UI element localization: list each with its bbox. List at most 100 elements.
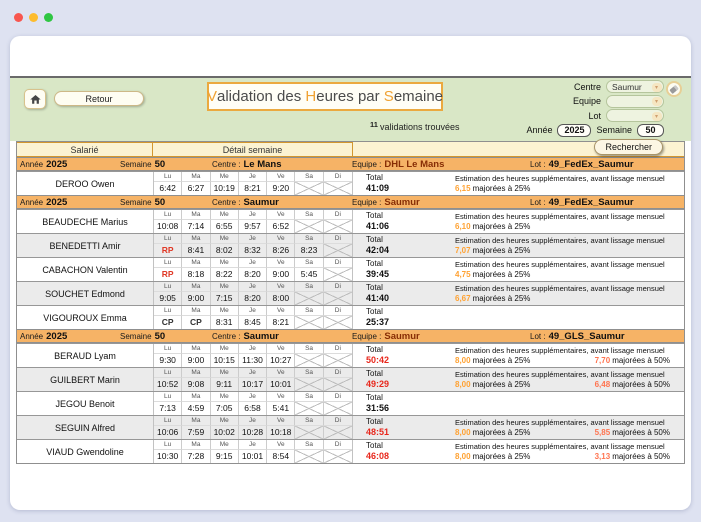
estimation-text: Estimation des heures supplémentaires, a…	[455, 259, 665, 269]
table-row: VIAUD Gwendoline Lu Ma Me Je Ve Sa Di 10:30 7:28 9…	[17, 439, 684, 463]
group-lot-value: 49_FedEx_Saumur	[548, 158, 634, 170]
day-value: 7:14	[182, 219, 211, 233]
table-row: BEAUDECHE Marius Lu Ma Me Je Ve Sa Di 10:08 7:14 6…	[17, 209, 684, 233]
title-text: emaine	[393, 88, 444, 105]
day-header: Ve	[267, 306, 296, 316]
group-equipe-value: Saumur	[384, 196, 420, 208]
total-value: 39:45	[366, 269, 390, 279]
day-header: Je	[238, 344, 268, 354]
search-button[interactable]: Rechercher	[594, 139, 663, 155]
week-detail-grid: Lu Ma Me Je Ve Sa Di 9:05 9:00 7:15 8:20 8:00	[153, 282, 353, 305]
window-dot-close[interactable]	[14, 13, 23, 22]
window-dot-zoom[interactable]	[44, 13, 53, 22]
total-label: Total	[366, 211, 383, 220]
day-header: Je	[238, 306, 268, 316]
total-label: Total	[366, 393, 383, 402]
semaine-input[interactable]	[637, 123, 664, 137]
home-button[interactable]	[24, 89, 46, 109]
day-value: 11:30	[239, 353, 268, 367]
day-header: Sa	[295, 368, 324, 378]
majoration-25-value: 6,15	[455, 183, 471, 193]
employee-name: BEAUDECHE Marius	[42, 216, 128, 227]
majoration-25: 8,00 majorées à 25%	[455, 451, 531, 461]
majoration-line: 6,15 majorées à 25%	[455, 184, 680, 194]
back-button[interactable]: Retour	[54, 91, 144, 106]
day-value: 10:28	[239, 425, 268, 439]
total-label: Total	[366, 235, 383, 244]
group-field-equipe: Equipe : Saumur	[349, 197, 527, 208]
total-value: 49:29	[366, 379, 390, 389]
lot-filter-label: Lot	[588, 110, 601, 121]
day-header: Je	[238, 392, 268, 402]
day-header: Di	[323, 282, 352, 292]
eraser-icon	[669, 84, 679, 94]
total-label: Total	[366, 173, 383, 182]
majoration-25: 7,07 majorées à 25%	[455, 245, 531, 255]
day-value-crossed	[323, 315, 352, 329]
day-value-crossed	[323, 425, 352, 439]
majoration-25: 4,75 majorées à 25%	[455, 269, 531, 279]
day-value: 8:54	[267, 449, 296, 463]
day-value-crossed	[295, 353, 324, 367]
group-field-annee: Année 2025	[17, 159, 117, 170]
estimation-cell: Estimation des heures supplémentaires, a…	[433, 344, 684, 367]
day-value-crossed	[295, 181, 324, 195]
group-semaine-label: Semaine	[120, 159, 152, 169]
lot-select[interactable]: ▾	[606, 109, 664, 122]
annee-input[interactable]	[557, 123, 592, 137]
clear-filter-button[interactable]	[666, 81, 682, 97]
centre-select-value: Saumur	[612, 81, 642, 92]
total-cell: Total 31:56	[353, 392, 433, 415]
day-value: CP	[154, 315, 183, 329]
group-field-semaine: Semaine 50	[117, 331, 209, 342]
centre-select[interactable]: Saumur ▾	[606, 80, 664, 93]
estimation-cell: Estimation des heures supplémentaires, a…	[433, 172, 684, 195]
group-centre-label: Centre :	[212, 331, 241, 341]
day-header: Lu	[154, 210, 183, 220]
week-detail-grid: Lu Ma Me Je Ve Sa Di 7:13 4:59 7:05 6:58 5:41	[153, 392, 353, 415]
group-equipe-label: Equipe :	[352, 331, 382, 341]
table-row: JEGOU Benoit Lu Ma Me Je Ve Sa Di 7:13 4:59 7:05 6:…	[17, 391, 684, 415]
majoration-line: 7,07 majorées à 25%	[455, 246, 680, 256]
day-header: Je	[238, 368, 268, 378]
total-cell: Total 39:45	[353, 258, 433, 281]
employee-name: CABACHON Valentin	[42, 264, 128, 275]
majoration-line: 6,67 majorées à 25%	[455, 294, 680, 304]
majoration-line: 8,00 majorées à 25% 5,85 majorées à 50%	[455, 428, 680, 438]
estimation-cell: Estimation des heures supplémentaires, a…	[433, 368, 684, 391]
day-header: Lu	[154, 172, 183, 182]
window-dot-minimize[interactable]	[29, 13, 38, 22]
majoration-25-value: 8,00	[455, 427, 471, 437]
majoration-50-value: 7,70	[594, 355, 611, 365]
day-header: Ma	[182, 440, 211, 450]
day-header: Ma	[182, 306, 211, 316]
equipe-select[interactable]: ▾	[606, 94, 664, 108]
day-header: Me	[210, 210, 239, 220]
group-field-semaine: Semaine 50	[117, 159, 209, 170]
day-value: 8:41	[182, 243, 211, 257]
title-accent-letter: H	[305, 88, 317, 105]
day-header: Ve	[267, 416, 296, 426]
day-value: 8:26	[267, 243, 296, 257]
day-value: 7:15	[211, 291, 239, 305]
estimation-text: Estimation des heures supplémentaires, a…	[455, 211, 665, 221]
day-value-crossed	[323, 449, 352, 463]
day-value: 8:31	[211, 315, 239, 329]
day-value: 9:20	[267, 181, 296, 195]
day-value: CP	[182, 315, 211, 329]
group-lot-value: 49_FedEx_Saumur	[548, 196, 634, 208]
group-field-lot: Lot :49_FedEx_Saumur	[527, 197, 684, 208]
group-header-row: Année 2025 Semaine 50 Centre : Le Mans Equipe …	[17, 157, 684, 171]
day-header: Me	[210, 392, 239, 402]
week-detail-grid: Lu Ma Me Je Ve Sa Di 10:06 7:59 10:02 10:28 10:18	[153, 416, 353, 439]
day-header: Me	[210, 172, 239, 182]
day-header: Je	[238, 234, 268, 244]
day-header: Di	[323, 258, 352, 268]
day-value: RP	[154, 243, 183, 257]
employee-name: BENEDETTI Amir	[49, 240, 121, 251]
majoration-25-value: 6,67	[455, 293, 471, 303]
group-centre-value: Saumur	[243, 196, 279, 208]
day-header: Di	[323, 368, 352, 378]
week-detail-grid: Lu Ma Me Je Ve Sa Di 10:52 9:08 9:11 10:17 10:01	[153, 368, 353, 391]
day-value-crossed	[323, 181, 352, 195]
